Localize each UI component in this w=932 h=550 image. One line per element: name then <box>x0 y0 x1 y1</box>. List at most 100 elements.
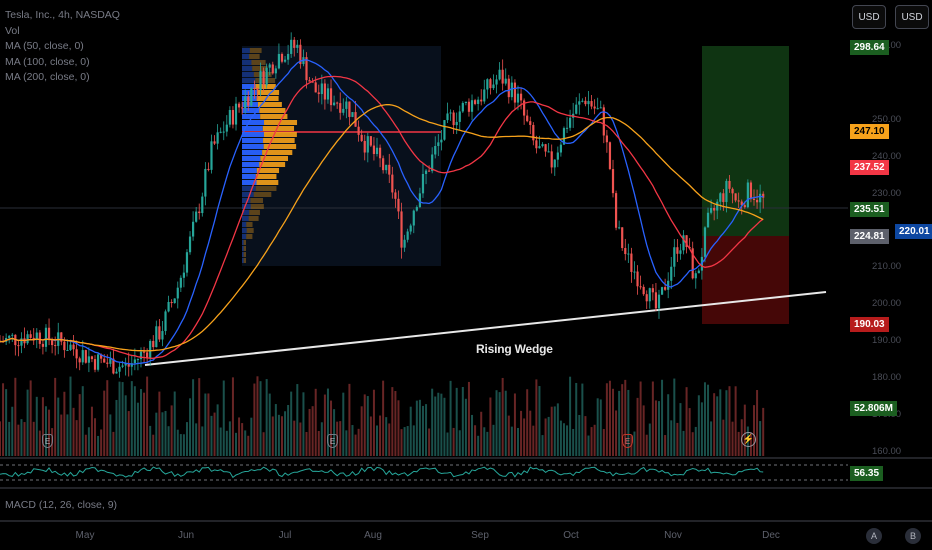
volume-profile-bar <box>263 132 297 137</box>
volume-profile-bar <box>242 198 251 203</box>
volume-bar <box>112 431 115 456</box>
candle-body <box>587 101 590 105</box>
volume-bar <box>11 406 14 456</box>
earnings-event-icon[interactable]: E <box>42 434 53 448</box>
earnings-event-icon[interactable]: E <box>622 434 633 448</box>
symbol-title[interactable]: Tesla, Inc., 4h, NASDAQ <box>5 9 120 21</box>
candle-body <box>121 365 124 367</box>
volume-bar <box>661 379 664 456</box>
candle-body <box>697 270 700 274</box>
volume-profile-bar <box>242 78 256 83</box>
candle-body <box>250 87 253 106</box>
candle-body <box>452 112 455 126</box>
volume-bar <box>489 397 492 456</box>
earnings-event-icon[interactable]: E <box>327 434 338 448</box>
candle-body <box>737 200 740 202</box>
auto-scale-button[interactable]: A <box>866 528 882 544</box>
volume-bar <box>455 387 458 456</box>
volume-bar <box>667 394 670 456</box>
volume-profile-bar <box>256 90 280 95</box>
volume-bar <box>195 423 198 456</box>
volume-bar <box>302 392 305 456</box>
volume-bar <box>504 390 507 456</box>
candle-body <box>608 142 612 170</box>
candle-body <box>458 111 461 122</box>
volume-profile-bar <box>255 186 277 191</box>
volume-bar <box>412 425 415 456</box>
volume-bar <box>32 421 35 456</box>
volume-bar <box>360 406 363 456</box>
volume-bar <box>280 416 283 456</box>
ma100-legend[interactable]: MA (100, close, 0) <box>5 55 90 68</box>
currency-button[interactable]: USD <box>895 5 929 29</box>
rising-wedge-label[interactable]: Rising Wedge <box>476 342 553 356</box>
volume-bar <box>201 426 204 456</box>
volume-profile-bar <box>246 234 253 239</box>
candle-body <box>195 211 198 222</box>
candle-body <box>283 59 287 62</box>
candle-body <box>11 334 14 336</box>
candle-body <box>26 334 29 344</box>
volume-profile-bar <box>242 84 256 89</box>
rising-wedge-trendline[interactable] <box>144 291 827 366</box>
volume-bar <box>725 390 728 456</box>
candle-body <box>354 112 357 127</box>
ma200-legend[interactable]: MA (200, close, 0) <box>5 71 90 83</box>
macd-legend[interactable]: MACD (12, 26, close, 9) <box>5 499 118 511</box>
ma50-legend[interactable]: MA (50, close, 0) <box>5 40 84 52</box>
flash-icon[interactable]: ⚡ <box>741 432 756 447</box>
volume-bar <box>48 409 51 456</box>
volume-bar <box>639 381 642 456</box>
volume-bar <box>624 379 627 456</box>
candle-body <box>237 103 241 108</box>
volume-bar <box>648 423 651 456</box>
volume-bar <box>87 427 90 456</box>
volume-bar <box>510 426 513 456</box>
volume-bar <box>642 405 645 456</box>
volume-bar <box>452 427 455 456</box>
volume-bar <box>38 430 41 456</box>
candle-body <box>201 196 204 214</box>
candle-body <box>746 182 749 208</box>
candle-body <box>759 193 762 203</box>
volume-profile-bar <box>255 84 276 89</box>
volume-legend[interactable]: Vol <box>5 24 20 37</box>
volume-bar <box>428 428 431 456</box>
volume-bar <box>569 376 572 456</box>
candle-body <box>734 193 737 201</box>
candle-body <box>749 182 753 199</box>
volume-profile-bar <box>255 78 276 83</box>
volume-profile-bar <box>242 180 257 185</box>
volume-profile-bar <box>242 222 247 227</box>
candle-body <box>464 101 467 104</box>
volume-bar <box>654 400 657 456</box>
volume-bar <box>461 387 464 456</box>
candle-body <box>694 273 697 279</box>
volume-bar <box>657 401 660 456</box>
volume-bar <box>477 435 480 456</box>
candle-body <box>762 193 765 198</box>
volume-bar <box>627 389 630 456</box>
candle-body <box>523 100 526 116</box>
volume-bar <box>397 400 400 456</box>
volume-profile-bar <box>242 114 261 119</box>
volume-profile-bar <box>256 180 279 185</box>
b-button[interactable]: B <box>905 528 921 544</box>
volume-bar <box>526 389 529 456</box>
volume-bar <box>670 420 673 456</box>
candle-body <box>477 99 480 104</box>
volume-bar <box>54 377 57 456</box>
volume-profile-bar <box>242 138 264 143</box>
candle-body <box>550 151 553 168</box>
volume-profile-bar <box>262 126 295 131</box>
volume-profile-bar <box>246 228 254 233</box>
volume-bar <box>498 392 501 456</box>
volume-bar <box>418 399 421 456</box>
volume-bar <box>743 404 746 456</box>
candle-body <box>216 132 219 144</box>
candle-body <box>188 236 192 253</box>
volume-bar <box>57 397 60 456</box>
currency-button[interactable]: USD <box>852 5 886 29</box>
candle-body <box>449 112 452 114</box>
